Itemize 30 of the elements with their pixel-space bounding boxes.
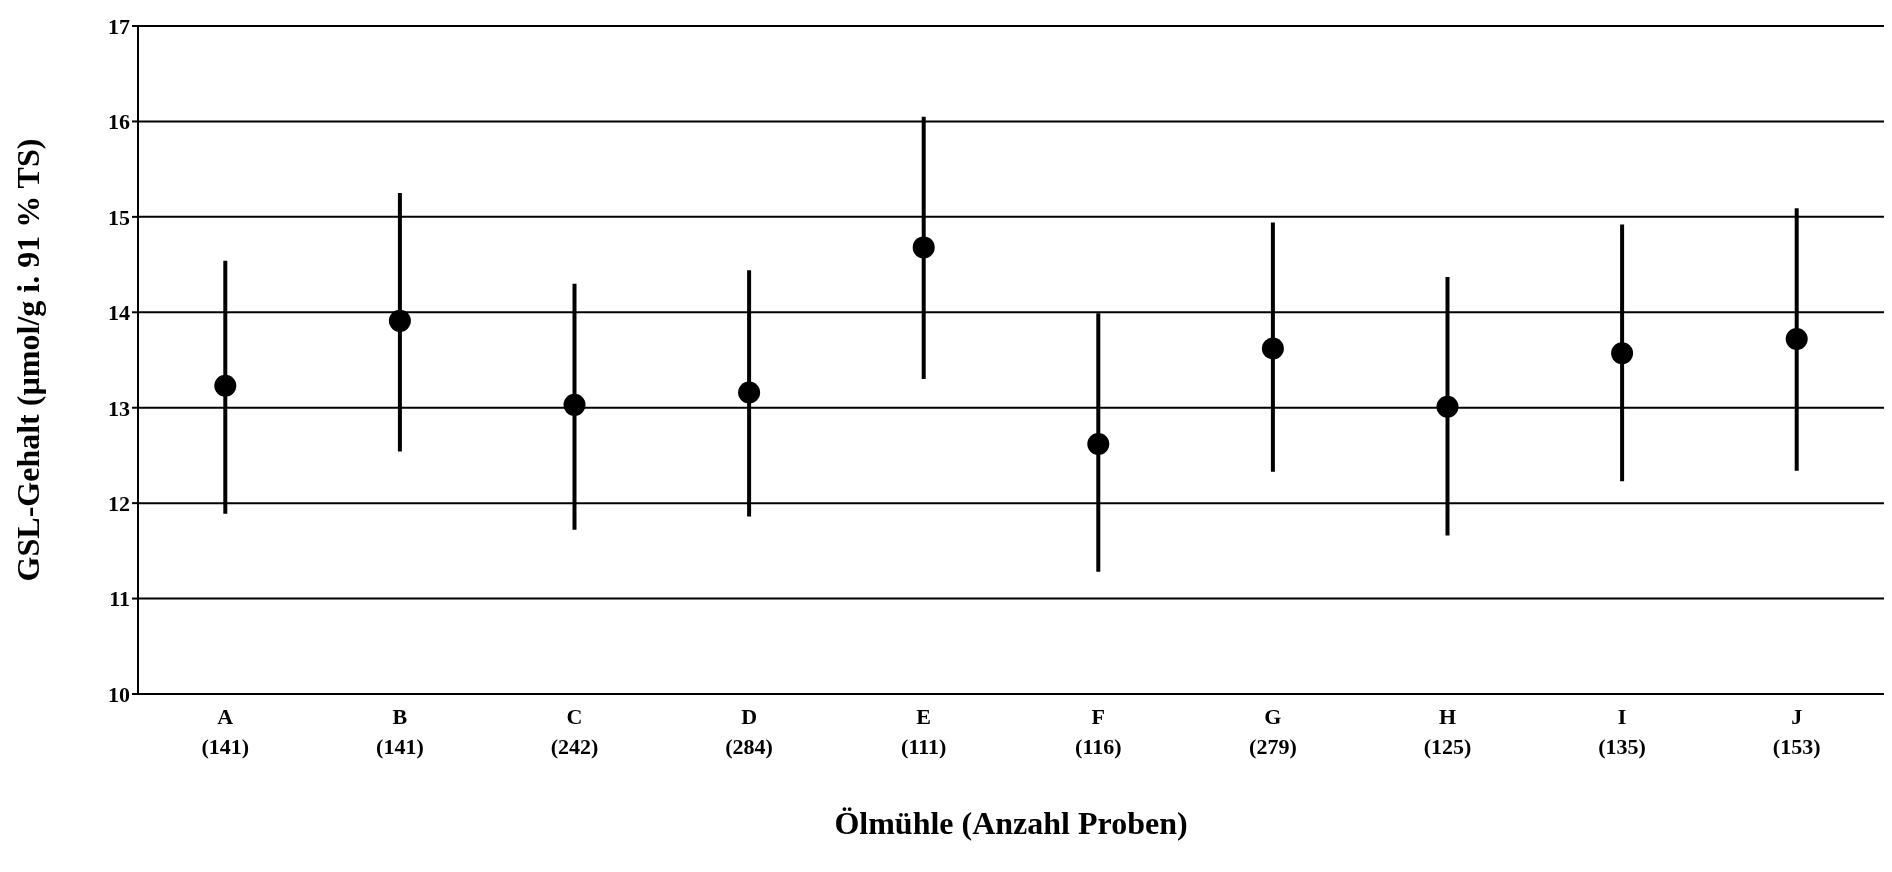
- y-tick-label: 14: [108, 300, 130, 326]
- point: [214, 374, 237, 397]
- y-axis-title: GSL-Gehalt (µmol/g i. 91 % TS): [10, 138, 47, 582]
- point: [912, 236, 935, 259]
- point: [1436, 395, 1459, 418]
- point: [1261, 337, 1284, 360]
- x-axis-title: Ölmühle (Anzahl Proben): [834, 805, 1188, 841]
- y-tick-label: 10: [108, 681, 130, 707]
- y-tick-label: 16: [108, 109, 130, 135]
- x-tick-label: E (111): [901, 704, 947, 759]
- point: [738, 381, 761, 404]
- point: [563, 393, 586, 416]
- point: [388, 309, 411, 332]
- x-tick-label: B (141): [376, 704, 424, 759]
- x-tick-label: F (116): [1075, 704, 1122, 759]
- point: [1087, 432, 1110, 455]
- y-tick-label: 15: [108, 204, 130, 230]
- x-tick-label: J (153): [1772, 704, 1821, 759]
- x-tick-label: I (135): [1598, 704, 1646, 759]
- x-tick-label: A (141): [201, 704, 250, 759]
- x-tick-label: G (279): [1249, 704, 1297, 759]
- point: [1611, 342, 1634, 365]
- x-tick-label: H (125): [1423, 704, 1472, 759]
- y-tick-label: 11: [109, 586, 130, 612]
- y-tick-label: 13: [108, 395, 130, 421]
- x-tick-label: D (284): [725, 704, 773, 759]
- y-tick-label: 12: [108, 490, 130, 516]
- point: [1785, 328, 1808, 351]
- y-tick-label: 17: [108, 13, 130, 39]
- x-tick-label: C (242): [550, 704, 599, 759]
